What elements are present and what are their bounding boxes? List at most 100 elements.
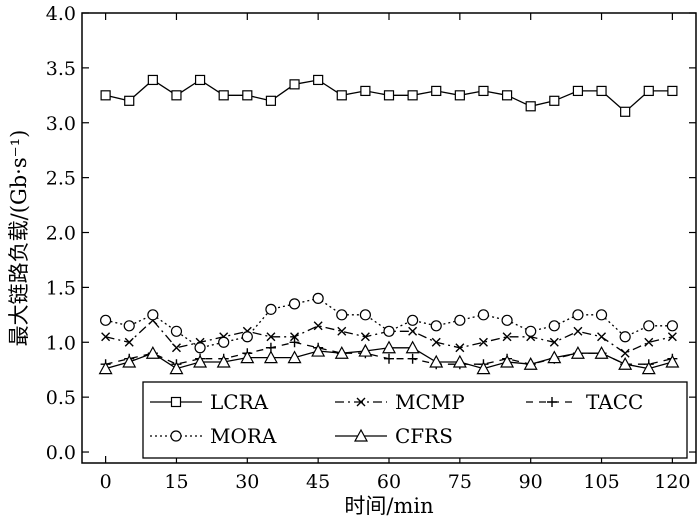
point-lcra (431, 85, 442, 97)
point-mora (477, 309, 490, 321)
point-mora (430, 320, 442, 332)
point-lcra (242, 90, 253, 101)
point-mcmp (266, 332, 276, 342)
legend-label-tacc: TACC (586, 390, 643, 414)
point-cfrs (476, 361, 491, 375)
point-lcra (147, 74, 158, 86)
point-tacc (407, 353, 418, 364)
point-mcmp (573, 326, 583, 336)
x-axis-label: 时间/min (344, 494, 433, 518)
legend-item-lcra: LCRA (150, 390, 269, 414)
point-mcmp (360, 332, 370, 342)
point-cfrs (618, 356, 633, 370)
point-mora (288, 298, 301, 310)
legend-label-cfrs: CFRS (395, 424, 453, 448)
point-mora (525, 325, 537, 337)
point-mcmp (502, 332, 512, 342)
point-cfrs (547, 350, 562, 364)
point-mora (170, 325, 183, 337)
point-mora (147, 309, 159, 321)
point-lcra (218, 90, 229, 101)
y-tick-label: 2.5 (46, 168, 76, 190)
point-lcra (265, 95, 277, 106)
legend-label-mcmp: MCMP (395, 390, 465, 414)
point-cfrs (193, 354, 208, 368)
point-cfrs (145, 345, 160, 359)
point-lcra (171, 90, 182, 101)
point-tacc (384, 353, 394, 364)
point-cfrs (169, 361, 184, 375)
point-mora (100, 314, 112, 326)
point-lcra (124, 95, 135, 106)
point-mora (123, 320, 135, 332)
x-tick-label: 90 (519, 471, 543, 493)
point-lcra (478, 85, 489, 97)
point-mora (359, 309, 371, 321)
point-lcra (454, 90, 465, 101)
point-cfrs (311, 343, 326, 357)
point-lcra (525, 101, 536, 112)
y-tick-label: 3.0 (46, 113, 76, 135)
point-lcra (360, 85, 371, 97)
point-cfrs (240, 350, 255, 364)
point-cfrs (98, 361, 113, 375)
point-cfrs (594, 345, 609, 359)
point-cfrs (263, 350, 278, 364)
point-mcmp (620, 348, 630, 358)
y-tick-label: 0.5 (46, 387, 76, 409)
point-mora (312, 292, 324, 304)
legend-marker-lcra (170, 396, 182, 408)
point-cfrs (570, 345, 585, 359)
point-cfrs (122, 354, 137, 368)
legend-item-mora: MORA (150, 424, 277, 448)
point-mcmp (478, 337, 488, 347)
legend-item-tacc: TACC (526, 390, 643, 414)
point-lcra (620, 106, 631, 117)
legend-box (142, 381, 688, 459)
point-lcra (313, 74, 324, 86)
point-mora (643, 320, 655, 332)
y-tick-label: 1.5 (46, 277, 76, 299)
legend-marker-tacc (547, 397, 557, 407)
point-cfrs (405, 340, 420, 354)
point-mcmp (290, 332, 300, 342)
x-tick-label: 120 (654, 471, 690, 493)
point-mora (407, 314, 419, 326)
point-mcmp (549, 337, 559, 347)
point-mora (265, 303, 277, 315)
point-mcmp (455, 343, 465, 353)
point-cfrs (641, 361, 656, 375)
point-mcmp (667, 332, 677, 342)
point-mora (666, 320, 678, 332)
y-axis-label: 最大链路负载/(Gb·s⁻¹) (7, 130, 31, 347)
point-mora (194, 342, 206, 354)
point-lcra (572, 85, 584, 97)
point-mcmp (431, 337, 441, 347)
point-mcmp (101, 332, 111, 342)
y-tick-label: 2.0 (46, 223, 76, 245)
point-cfrs (665, 354, 680, 368)
point-mcmp (313, 321, 323, 331)
legend-item-cfrs: CFRS (335, 424, 453, 448)
x-tick-label: 105 (583, 471, 619, 493)
series-cfrs (98, 340, 680, 375)
series-line-mora (105, 297, 673, 349)
point-cfrs (429, 354, 444, 368)
x-tick-label: 75 (448, 471, 472, 493)
point-mcmp (337, 326, 347, 336)
point-lcra (407, 90, 418, 101)
point-lcra (336, 90, 347, 101)
x-tick-label: 0 (100, 471, 112, 493)
legend-item-mcmp: MCMP (335, 390, 465, 414)
point-mcmp (644, 337, 654, 347)
point-tacc (289, 337, 300, 348)
point-lcra (643, 85, 654, 97)
point-cfrs (523, 356, 538, 370)
point-lcra (501, 90, 513, 101)
point-mcmp (597, 332, 607, 342)
point-mora (336, 309, 348, 321)
legend-marker-mora (170, 430, 182, 442)
point-mcmp (408, 326, 418, 336)
